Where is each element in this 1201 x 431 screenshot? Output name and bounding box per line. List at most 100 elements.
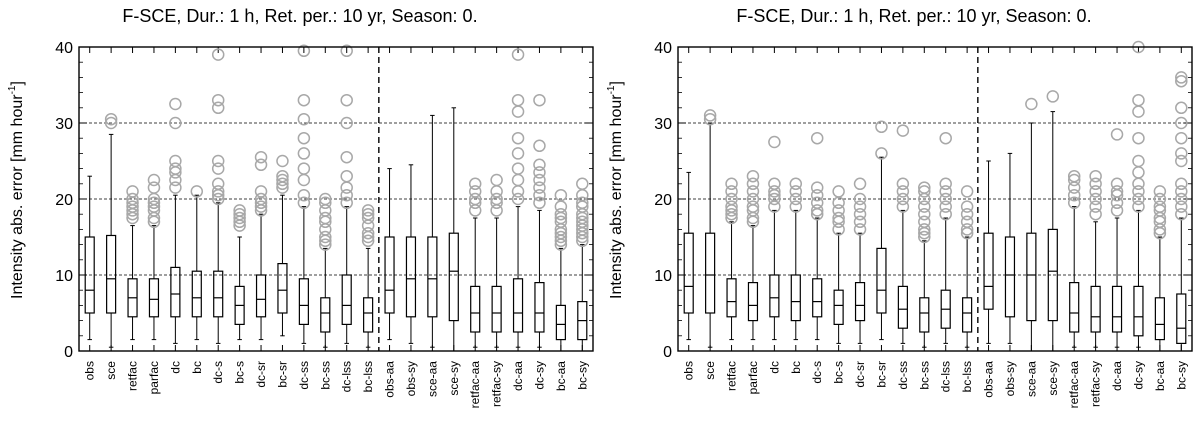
x-tick-label: dc-sy (532, 361, 546, 390)
outlier-point (789, 200, 803, 213)
outlier-point (853, 177, 867, 191)
box-iqr (213, 270, 224, 318)
outlier-point (939, 207, 952, 221)
outlier-point (768, 135, 781, 149)
outlier-point (319, 230, 332, 244)
x-tick-label: dc-ss (297, 361, 311, 390)
box-dc (169, 97, 182, 344)
outlier-point (1175, 131, 1188, 145)
outlier-point (211, 101, 225, 115)
x-tick-label: obs-aa (383, 361, 397, 398)
outlier-point (254, 150, 268, 164)
outlier-point (468, 185, 482, 198)
chart-panel-left: F-SCE, Dur.: 1 h, Ret. per.: 10 yr, Seas… (7, 6, 594, 408)
outlier-point (810, 188, 824, 202)
box-retfac-sy (1089, 169, 1102, 348)
outlier-point (703, 112, 717, 126)
box-iqr (170, 266, 181, 318)
box-iqr (405, 236, 417, 318)
box-retfac-aa (468, 177, 482, 348)
box-iqr (448, 232, 459, 322)
x-tick-label: bc-s (233, 361, 247, 384)
outlier-point (1132, 185, 1145, 198)
outlier-point (361, 234, 375, 248)
outlier-point (297, 131, 311, 145)
outlier-point (1067, 169, 1081, 183)
outlier-point (896, 192, 910, 206)
outlier-point (725, 185, 738, 198)
box-bc-sy (576, 177, 589, 352)
chart-title: F-SCE, Dur.: 1 h, Ret. per.: 10 yr, Seas… (736, 6, 1091, 26)
box-obs-aa (983, 160, 994, 344)
x-tick-label: bc-lss (960, 361, 974, 392)
x-tick-label: dc-sr (254, 361, 268, 388)
x-tick-label: bc-aa (1153, 361, 1167, 391)
outlier-point (1175, 200, 1188, 213)
x-tick-label: obs-sy (404, 361, 418, 396)
outlier-point (554, 230, 568, 244)
x-tick-label: bc-aa (554, 361, 568, 391)
x-tick-label: sce-aa (425, 361, 439, 397)
box-dc-aa (511, 48, 525, 348)
box-iqr (983, 232, 994, 310)
box-iqr (1154, 297, 1165, 341)
y-tick-label: 10 (55, 268, 73, 285)
outlier-point (297, 112, 311, 126)
outlier-point (126, 192, 139, 206)
outlier-point (554, 215, 568, 229)
box-iqr (683, 232, 694, 314)
outlier-point (1175, 177, 1188, 191)
outlier-point (533, 188, 546, 202)
outlier-point (1089, 185, 1102, 198)
outlier-point (810, 131, 824, 145)
box-iqr (897, 285, 908, 329)
outlier-point (875, 147, 888, 160)
outlier-point (1067, 173, 1081, 187)
outlier-point (104, 116, 118, 130)
outlier-point (319, 238, 332, 251)
box-iqr (534, 282, 545, 333)
outlier-point (490, 185, 503, 198)
outlier-point (147, 173, 161, 187)
box-retfac (725, 177, 738, 341)
box-iqr (769, 274, 780, 318)
outlier-point (1089, 177, 1102, 191)
box-iqr (427, 236, 438, 318)
outlier-point (789, 177, 803, 191)
box-iqr (705, 232, 716, 314)
box-iqr (255, 274, 267, 318)
y-axis-label: Intensity abs. error [mm hour-1] (7, 81, 26, 299)
outlier-point (340, 116, 353, 130)
outlier-point (297, 196, 311, 210)
outlier-point (276, 154, 289, 168)
box-dc-s (211, 48, 225, 344)
box-bc-s (832, 185, 845, 344)
x-tick-label: retfac (725, 361, 739, 391)
box-retfac-sy (490, 173, 503, 348)
outlier-point (211, 185, 225, 198)
outlier-point (169, 181, 182, 194)
outlier-point (533, 158, 546, 172)
box-sce (104, 112, 118, 348)
outlier-point (853, 200, 867, 213)
box-iqr (555, 304, 566, 341)
box-iqr (1004, 236, 1016, 318)
outlier-point (319, 196, 332, 210)
box-iqr (962, 297, 973, 333)
box-iqr (1133, 285, 1144, 337)
box-iqr (876, 247, 887, 314)
outlier-point (810, 181, 824, 194)
x-tick-label: bc-sr (275, 361, 289, 388)
x-tick-label: bc-lss (361, 361, 375, 392)
box-obs (84, 175, 95, 341)
outlier-point (896, 177, 910, 191)
outlier-point (1132, 192, 1145, 206)
y-tick-label: 40 (55, 40, 73, 57)
outlier-point (1132, 105, 1145, 118)
box-iqr (726, 278, 737, 318)
box-dc-ss (896, 124, 910, 344)
outlier-point (1175, 71, 1188, 84)
x-tick-label: bc (789, 361, 803, 374)
outlier-point (1132, 177, 1145, 191)
outlier-point (746, 192, 760, 206)
